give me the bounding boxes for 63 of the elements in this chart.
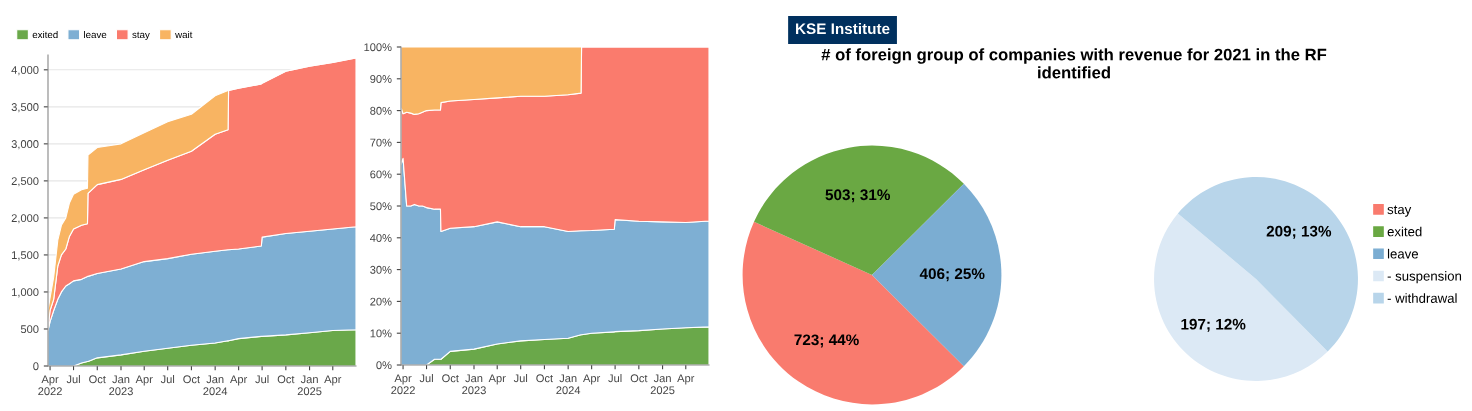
legend-label: exited (1387, 226, 1422, 237)
x-tick-label: Oct (442, 374, 459, 383)
x-tick-label: Jul (419, 374, 433, 383)
y-tick-label: 0 (33, 362, 39, 371)
x-tick-label: Apr (324, 375, 342, 386)
x-tick-label: Jan 2024 (556, 374, 581, 395)
x-tick-label: Oct (630, 374, 648, 383)
y-tick-label: 80% (370, 106, 392, 115)
x-tick-label: Jul (513, 374, 528, 383)
x-tick-label: Apr (135, 375, 153, 386)
legend-label: leave (84, 30, 107, 39)
x-tick-label: Oct (183, 375, 200, 384)
legend-label: stay (1387, 205, 1412, 217)
legend-label: - withdrawal (1387, 293, 1457, 303)
chart-title: # of foreign group of companies with revenue for 2021 in the RF identified (821, 48, 1327, 79)
x-tick-label: Oct (277, 375, 295, 384)
x-tick-label: Apr (488, 374, 506, 385)
data-label: 197; 12% (1181, 318, 1246, 332)
x-tick-label: Jan 2024 (203, 375, 228, 396)
x-tick-label: Apr 2022 (38, 375, 62, 396)
x-tick-label: Apr (677, 374, 695, 385)
y-tick-label: 100% (364, 43, 392, 52)
x-tick-label: Jan 2023 (462, 374, 486, 395)
data-label: 406; 25% (919, 268, 985, 282)
x-tick-label: Jan 2025 (297, 375, 322, 396)
y-tick-label: 1,500 (12, 251, 39, 261)
x-tick-label: Jan 2025 (650, 374, 675, 395)
y-tick-label: 40% (369, 234, 392, 242)
x-tick-label: Jul (608, 374, 622, 383)
y-tick-label: 90% (370, 75, 392, 83)
legend-label: stay (132, 31, 150, 41)
y-tick-label: 4,000 (11, 66, 39, 76)
data-label: 723; 44% (794, 334, 859, 348)
y-tick-label: 3,000 (11, 140, 39, 150)
x-tick-label: Apr 2022 (391, 374, 415, 395)
legend-label: - suspension (1387, 271, 1462, 284)
x-tick-label: Oct (536, 374, 553, 383)
y-tick-label: 50% (370, 202, 392, 211)
y-tick-label: 20% (370, 297, 392, 306)
y-tick-label: 60% (370, 170, 392, 179)
y-tick-label: 500 (20, 325, 39, 334)
x-tick-label: Jul (255, 375, 269, 384)
legend-label: exited (32, 30, 58, 39)
x-tick-label: Jul (66, 375, 80, 384)
y-tick-label: 2,000 (11, 214, 39, 224)
legend-label: leave (1387, 248, 1419, 259)
text: KSE Institute (796, 22, 890, 35)
y-tick-label: 3,500 (11, 103, 39, 113)
y-tick-label: 2,500 (11, 177, 39, 187)
data-label: 209; 13% (1266, 225, 1332, 239)
y-tick-label: 70% (370, 138, 392, 147)
y-tick-label: 30% (370, 265, 392, 274)
x-tick-label: Oct (89, 375, 106, 384)
y-tick-label: 1,000 (12, 288, 39, 298)
x-tick-label: Jan 2023 (109, 375, 133, 396)
y-tick-label: 0% (376, 361, 392, 370)
pie-slice (1177, 177, 1358, 352)
data-label: 503; 31% (825, 189, 891, 203)
y-tick-label: 10% (370, 329, 392, 338)
x-tick-label: Jul (160, 375, 175, 384)
x-tick-label: Apr (583, 374, 601, 385)
legend-label: wait (175, 30, 193, 39)
x-tick-label: Apr (230, 375, 248, 386)
